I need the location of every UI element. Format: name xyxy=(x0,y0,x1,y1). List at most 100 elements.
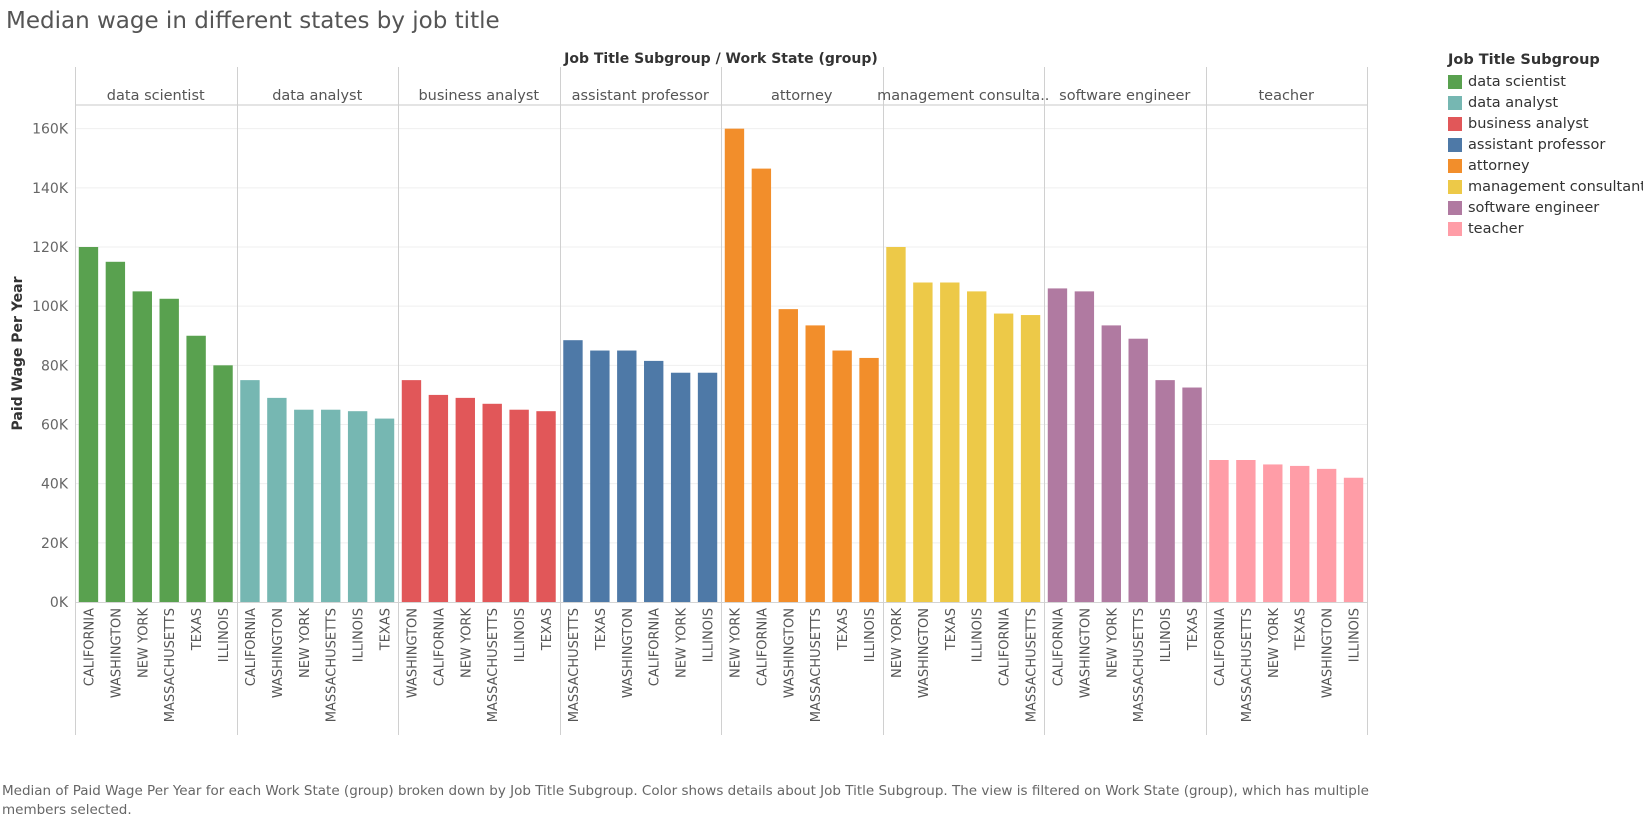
legend-label: attorney xyxy=(1468,157,1530,174)
legend-item-attorney[interactable]: attorney xyxy=(1448,155,1643,176)
bar-business-analyst-illinois[interactable] xyxy=(509,409,529,602)
bar-software-engineer-california[interactable] xyxy=(1047,288,1068,602)
legend-item-management-consultant[interactable]: management consultant xyxy=(1448,176,1643,197)
x-tick-label: WASHINGTON xyxy=(621,608,636,698)
x-tick-label: NEW YORK xyxy=(136,608,151,678)
bar-data-scientist-illinois[interactable] xyxy=(213,365,233,602)
panel-header-business-analyst: business analyst xyxy=(418,88,539,104)
bar-business-analyst-massachusetts[interactable] xyxy=(482,403,502,602)
panel-header-data-scientist: data scientist xyxy=(107,88,205,104)
bar-business-analyst-california[interactable] xyxy=(428,394,449,602)
bar-management-consultant-massachusetts[interactable] xyxy=(1020,315,1041,602)
legend-label: business analyst xyxy=(1468,115,1589,132)
y-tick-label: 20K xyxy=(41,536,69,552)
bar-management-consultant-new-york[interactable] xyxy=(886,247,906,602)
bar-data-analyst-texas[interactable] xyxy=(374,418,395,602)
legend-label: teacher xyxy=(1468,220,1524,237)
legend: Job Title Subgroup data scientist data an… xyxy=(1448,52,1643,239)
legend-item-data-analyst[interactable]: data analyst xyxy=(1448,92,1643,113)
panel-header-assistant-professor: assistant professor xyxy=(572,88,709,104)
x-tick-label: MASSACHUSETTS xyxy=(809,608,824,722)
bar-teacher-illinois[interactable] xyxy=(1343,477,1364,602)
bar-software-engineer-texas[interactable] xyxy=(1182,387,1202,602)
bar-teacher-massachusetts[interactable] xyxy=(1236,460,1256,602)
column-header-title: Job Title Subgroup / Work State (group) xyxy=(563,51,878,67)
x-tick-label: ILLINOIS xyxy=(1348,608,1363,662)
bar-data-scientist-new-york[interactable] xyxy=(132,291,152,602)
panel-header-teacher: teacher xyxy=(1258,88,1314,104)
x-tick-label: CALIFORNIA xyxy=(244,608,259,686)
bar-attorney-california[interactable] xyxy=(751,168,772,602)
bar-attorney-new-york[interactable] xyxy=(724,128,745,602)
x-tick-label: WASHINGTON xyxy=(271,608,286,698)
bar-management-consultant-illinois[interactable] xyxy=(967,291,987,602)
chart-caption: Median of Paid Wage Per Year for each Wo… xyxy=(2,783,1369,818)
panel-header-data-analyst: data analyst xyxy=(272,88,362,104)
bar-attorney-washington[interactable] xyxy=(778,309,798,602)
bar-data-analyst-new-york[interactable] xyxy=(294,409,314,602)
x-tick-label: MASSACHUSETTS xyxy=(567,608,582,722)
bar-management-consultant-washington[interactable] xyxy=(913,282,933,603)
x-tick-label: TEXAS xyxy=(944,608,959,651)
bar-assistant-professor-illinois[interactable] xyxy=(697,372,718,602)
bar-attorney-illinois[interactable] xyxy=(859,357,879,602)
bar-data-scientist-massachusetts[interactable] xyxy=(159,298,179,602)
x-tick-label: WASHINGTON xyxy=(405,608,420,698)
legend-item-data-scientist[interactable]: data scientist xyxy=(1448,71,1643,92)
x-tick-label: CALIFORNIA xyxy=(648,608,663,686)
bar-business-analyst-washington[interactable] xyxy=(401,380,422,602)
bar-attorney-texas[interactable] xyxy=(832,350,852,602)
bar-attorney-massachusetts[interactable] xyxy=(805,325,825,602)
bar-assistant-professor-washington[interactable] xyxy=(617,350,637,602)
chart-title: Median wage in different states by job t… xyxy=(6,8,500,34)
bar-data-analyst-massachusetts[interactable] xyxy=(321,409,341,602)
bar-assistant-professor-texas[interactable] xyxy=(590,350,610,602)
bar-data-analyst-washington[interactable] xyxy=(267,397,287,602)
bar-software-engineer-massachusetts[interactable] xyxy=(1128,338,1148,602)
bar-data-scientist-california[interactable] xyxy=(78,247,99,602)
x-tick-label: WASHINGTON xyxy=(917,608,932,698)
bar-management-consultant-texas[interactable] xyxy=(940,282,960,603)
legend-label: software engineer xyxy=(1468,199,1600,216)
x-tick-label: TEXAS xyxy=(540,608,555,651)
x-tick-label: CALIFORNIA xyxy=(1213,608,1228,686)
bar-software-engineer-new-york[interactable] xyxy=(1101,325,1121,602)
x-tick-label: CALIFORNIA xyxy=(432,608,447,686)
x-tick-label: NEW YORK xyxy=(298,608,313,678)
x-tick-label: NEW YORK xyxy=(675,608,690,678)
x-tick-label: ILLINOIS xyxy=(217,608,232,662)
bar-assistant-professor-california[interactable] xyxy=(644,360,664,602)
x-tick-label: NEW YORK xyxy=(1267,608,1282,678)
y-tick-label: 40K xyxy=(41,477,69,493)
bar-data-analyst-illinois[interactable] xyxy=(347,411,368,602)
bar-software-engineer-illinois[interactable] xyxy=(1155,380,1175,602)
bar-assistant-professor-massachusetts[interactable] xyxy=(563,340,583,602)
bar-business-analyst-texas[interactable] xyxy=(536,411,556,602)
x-tick-label: NEW YORK xyxy=(459,608,474,678)
bar-teacher-new-york[interactable] xyxy=(1263,464,1283,602)
x-tick-label: NEW YORK xyxy=(890,608,905,678)
legend-item-teacher[interactable]: teacher xyxy=(1448,218,1643,239)
bar-teacher-texas[interactable] xyxy=(1290,465,1310,602)
x-tick-label: NEW YORK xyxy=(1105,608,1120,678)
legend-title: Job Title Subgroup xyxy=(1448,52,1600,68)
legend-item-business-analyst[interactable]: business analyst xyxy=(1448,113,1643,134)
y-tick-label: 60K xyxy=(41,418,69,434)
x-tick-label: ILLINOIS xyxy=(513,608,528,662)
x-tick-label: TEXAS xyxy=(190,608,205,651)
bar-business-analyst-new-york[interactable] xyxy=(455,397,475,602)
x-tick-label: TEXAS xyxy=(379,608,394,651)
bar-assistant-professor-new-york[interactable] xyxy=(670,372,691,602)
legend-item-software-engineer[interactable]: software engineer xyxy=(1448,197,1643,218)
x-tick-label: ILLINOIS xyxy=(971,608,986,662)
bar-data-scientist-washington[interactable] xyxy=(105,261,126,602)
bar-management-consultant-california[interactable] xyxy=(993,313,1014,602)
legend-item-assistant-professor[interactable]: assistant professor xyxy=(1448,134,1643,155)
x-tick-label: ILLINOIS xyxy=(1159,608,1174,662)
bar-data-scientist-texas[interactable] xyxy=(186,335,206,602)
bar-teacher-california[interactable] xyxy=(1209,460,1229,602)
bar-software-engineer-washington[interactable] xyxy=(1074,291,1095,602)
bar-data-analyst-california[interactable] xyxy=(240,380,260,602)
legend-swatch xyxy=(1448,221,1462,236)
bar-teacher-washington[interactable] xyxy=(1316,468,1337,602)
